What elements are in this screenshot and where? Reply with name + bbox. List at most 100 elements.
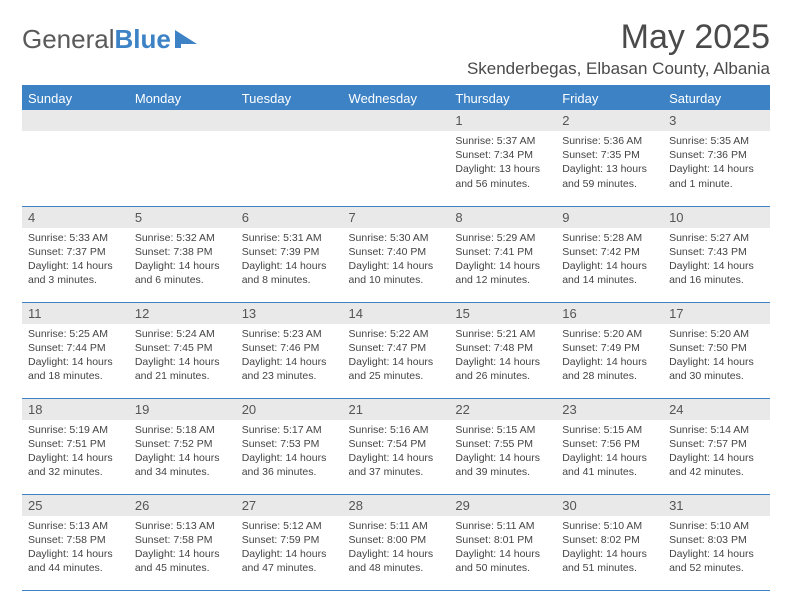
day-cell: 22Sunrise: 5:15 AMSunset: 7:55 PMDayligh… xyxy=(449,398,556,494)
day-cell: 24Sunrise: 5:14 AMSunset: 7:57 PMDayligh… xyxy=(663,398,770,494)
day-cell: 10Sunrise: 5:27 AMSunset: 7:43 PMDayligh… xyxy=(663,206,770,302)
day-cell: 11Sunrise: 5:25 AMSunset: 7:44 PMDayligh… xyxy=(22,302,129,398)
day-number: 11 xyxy=(22,303,129,324)
day-number: 2 xyxy=(556,110,663,131)
day-header: Sunday xyxy=(22,87,129,110)
day-cell: 21Sunrise: 5:16 AMSunset: 7:54 PMDayligh… xyxy=(343,398,450,494)
day-details: Sunrise: 5:37 AMSunset: 7:34 PMDaylight:… xyxy=(449,131,556,195)
day-number xyxy=(129,110,236,131)
day-number: 18 xyxy=(22,399,129,420)
day-number: 24 xyxy=(663,399,770,420)
day-details: Sunrise: 5:13 AMSunset: 7:58 PMDaylight:… xyxy=(129,516,236,580)
brand-text-2: Blue xyxy=(115,24,171,55)
day-details: Sunrise: 5:16 AMSunset: 7:54 PMDaylight:… xyxy=(343,420,450,484)
week-row: 25Sunrise: 5:13 AMSunset: 7:58 PMDayligh… xyxy=(22,494,770,590)
day-cell xyxy=(22,110,129,206)
calendar-table: SundayMondayTuesdayWednesdayThursdayFrid… xyxy=(22,87,770,591)
day-details: Sunrise: 5:10 AMSunset: 8:02 PMDaylight:… xyxy=(556,516,663,580)
week-row: 11Sunrise: 5:25 AMSunset: 7:44 PMDayligh… xyxy=(22,302,770,398)
day-number: 31 xyxy=(663,495,770,516)
day-number: 6 xyxy=(236,207,343,228)
day-details: Sunrise: 5:11 AMSunset: 8:01 PMDaylight:… xyxy=(449,516,556,580)
day-header-row: SundayMondayTuesdayWednesdayThursdayFrid… xyxy=(22,87,770,110)
day-cell: 17Sunrise: 5:20 AMSunset: 7:50 PMDayligh… xyxy=(663,302,770,398)
day-details: Sunrise: 5:12 AMSunset: 7:59 PMDaylight:… xyxy=(236,516,343,580)
day-details: Sunrise: 5:25 AMSunset: 7:44 PMDaylight:… xyxy=(22,324,129,388)
day-number: 8 xyxy=(449,207,556,228)
day-cell: 9Sunrise: 5:28 AMSunset: 7:42 PMDaylight… xyxy=(556,206,663,302)
day-cell xyxy=(129,110,236,206)
brand-logo: GeneralBlue xyxy=(22,24,201,55)
day-number: 15 xyxy=(449,303,556,324)
day-header: Friday xyxy=(556,87,663,110)
day-cell: 2Sunrise: 5:36 AMSunset: 7:35 PMDaylight… xyxy=(556,110,663,206)
day-cell: 30Sunrise: 5:10 AMSunset: 8:02 PMDayligh… xyxy=(556,494,663,590)
brand-text-1: General xyxy=(22,24,115,55)
day-cell: 13Sunrise: 5:23 AMSunset: 7:46 PMDayligh… xyxy=(236,302,343,398)
day-details: Sunrise: 5:19 AMSunset: 7:51 PMDaylight:… xyxy=(22,420,129,484)
day-number: 10 xyxy=(663,207,770,228)
day-details: Sunrise: 5:27 AMSunset: 7:43 PMDaylight:… xyxy=(663,228,770,292)
day-number: 26 xyxy=(129,495,236,516)
day-details: Sunrise: 5:18 AMSunset: 7:52 PMDaylight:… xyxy=(129,420,236,484)
day-details: Sunrise: 5:35 AMSunset: 7:36 PMDaylight:… xyxy=(663,131,770,195)
day-cell: 23Sunrise: 5:15 AMSunset: 7:56 PMDayligh… xyxy=(556,398,663,494)
day-cell: 5Sunrise: 5:32 AMSunset: 7:38 PMDaylight… xyxy=(129,206,236,302)
day-cell: 27Sunrise: 5:12 AMSunset: 7:59 PMDayligh… xyxy=(236,494,343,590)
day-number: 1 xyxy=(449,110,556,131)
day-number: 29 xyxy=(449,495,556,516)
day-number: 13 xyxy=(236,303,343,324)
day-cell: 16Sunrise: 5:20 AMSunset: 7:49 PMDayligh… xyxy=(556,302,663,398)
day-details: Sunrise: 5:28 AMSunset: 7:42 PMDaylight:… xyxy=(556,228,663,292)
day-details: Sunrise: 5:20 AMSunset: 7:49 PMDaylight:… xyxy=(556,324,663,388)
day-number: 3 xyxy=(663,110,770,131)
day-details: Sunrise: 5:14 AMSunset: 7:57 PMDaylight:… xyxy=(663,420,770,484)
day-cell: 12Sunrise: 5:24 AMSunset: 7:45 PMDayligh… xyxy=(129,302,236,398)
day-details: Sunrise: 5:29 AMSunset: 7:41 PMDaylight:… xyxy=(449,228,556,292)
day-cell: 20Sunrise: 5:17 AMSunset: 7:53 PMDayligh… xyxy=(236,398,343,494)
day-details: Sunrise: 5:11 AMSunset: 8:00 PMDaylight:… xyxy=(343,516,450,580)
day-details: Sunrise: 5:20 AMSunset: 7:50 PMDaylight:… xyxy=(663,324,770,388)
day-number: 16 xyxy=(556,303,663,324)
day-cell: 4Sunrise: 5:33 AMSunset: 7:37 PMDaylight… xyxy=(22,206,129,302)
day-details: Sunrise: 5:13 AMSunset: 7:58 PMDaylight:… xyxy=(22,516,129,580)
day-cell: 29Sunrise: 5:11 AMSunset: 8:01 PMDayligh… xyxy=(449,494,556,590)
day-number: 17 xyxy=(663,303,770,324)
day-cell: 18Sunrise: 5:19 AMSunset: 7:51 PMDayligh… xyxy=(22,398,129,494)
day-header: Saturday xyxy=(663,87,770,110)
day-details: Sunrise: 5:10 AMSunset: 8:03 PMDaylight:… xyxy=(663,516,770,580)
day-cell: 31Sunrise: 5:10 AMSunset: 8:03 PMDayligh… xyxy=(663,494,770,590)
week-row: 4Sunrise: 5:33 AMSunset: 7:37 PMDaylight… xyxy=(22,206,770,302)
day-details: Sunrise: 5:32 AMSunset: 7:38 PMDaylight:… xyxy=(129,228,236,292)
day-header: Wednesday xyxy=(343,87,450,110)
day-number: 14 xyxy=(343,303,450,324)
location-text: Skenderbegas, Elbasan County, Albania xyxy=(467,59,770,79)
day-header: Tuesday xyxy=(236,87,343,110)
day-number: 27 xyxy=(236,495,343,516)
day-cell: 14Sunrise: 5:22 AMSunset: 7:47 PMDayligh… xyxy=(343,302,450,398)
day-number xyxy=(22,110,129,131)
day-details: Sunrise: 5:33 AMSunset: 7:37 PMDaylight:… xyxy=(22,228,129,292)
day-details: Sunrise: 5:17 AMSunset: 7:53 PMDaylight:… xyxy=(236,420,343,484)
day-details: Sunrise: 5:21 AMSunset: 7:48 PMDaylight:… xyxy=(449,324,556,388)
day-cell: 19Sunrise: 5:18 AMSunset: 7:52 PMDayligh… xyxy=(129,398,236,494)
day-header: Monday xyxy=(129,87,236,110)
day-cell: 1Sunrise: 5:37 AMSunset: 7:34 PMDaylight… xyxy=(449,110,556,206)
day-number: 4 xyxy=(22,207,129,228)
day-number: 28 xyxy=(343,495,450,516)
day-details: Sunrise: 5:15 AMSunset: 7:56 PMDaylight:… xyxy=(556,420,663,484)
day-cell: 15Sunrise: 5:21 AMSunset: 7:48 PMDayligh… xyxy=(449,302,556,398)
day-cell: 6Sunrise: 5:31 AMSunset: 7:39 PMDaylight… xyxy=(236,206,343,302)
day-cell xyxy=(236,110,343,206)
day-number: 20 xyxy=(236,399,343,420)
day-number: 30 xyxy=(556,495,663,516)
day-details: Sunrise: 5:23 AMSunset: 7:46 PMDaylight:… xyxy=(236,324,343,388)
day-number: 5 xyxy=(129,207,236,228)
day-number: 19 xyxy=(129,399,236,420)
day-cell: 3Sunrise: 5:35 AMSunset: 7:36 PMDaylight… xyxy=(663,110,770,206)
day-number: 12 xyxy=(129,303,236,324)
day-number: 7 xyxy=(343,207,450,228)
week-row: 18Sunrise: 5:19 AMSunset: 7:51 PMDayligh… xyxy=(22,398,770,494)
day-number xyxy=(236,110,343,131)
day-number: 21 xyxy=(343,399,450,420)
